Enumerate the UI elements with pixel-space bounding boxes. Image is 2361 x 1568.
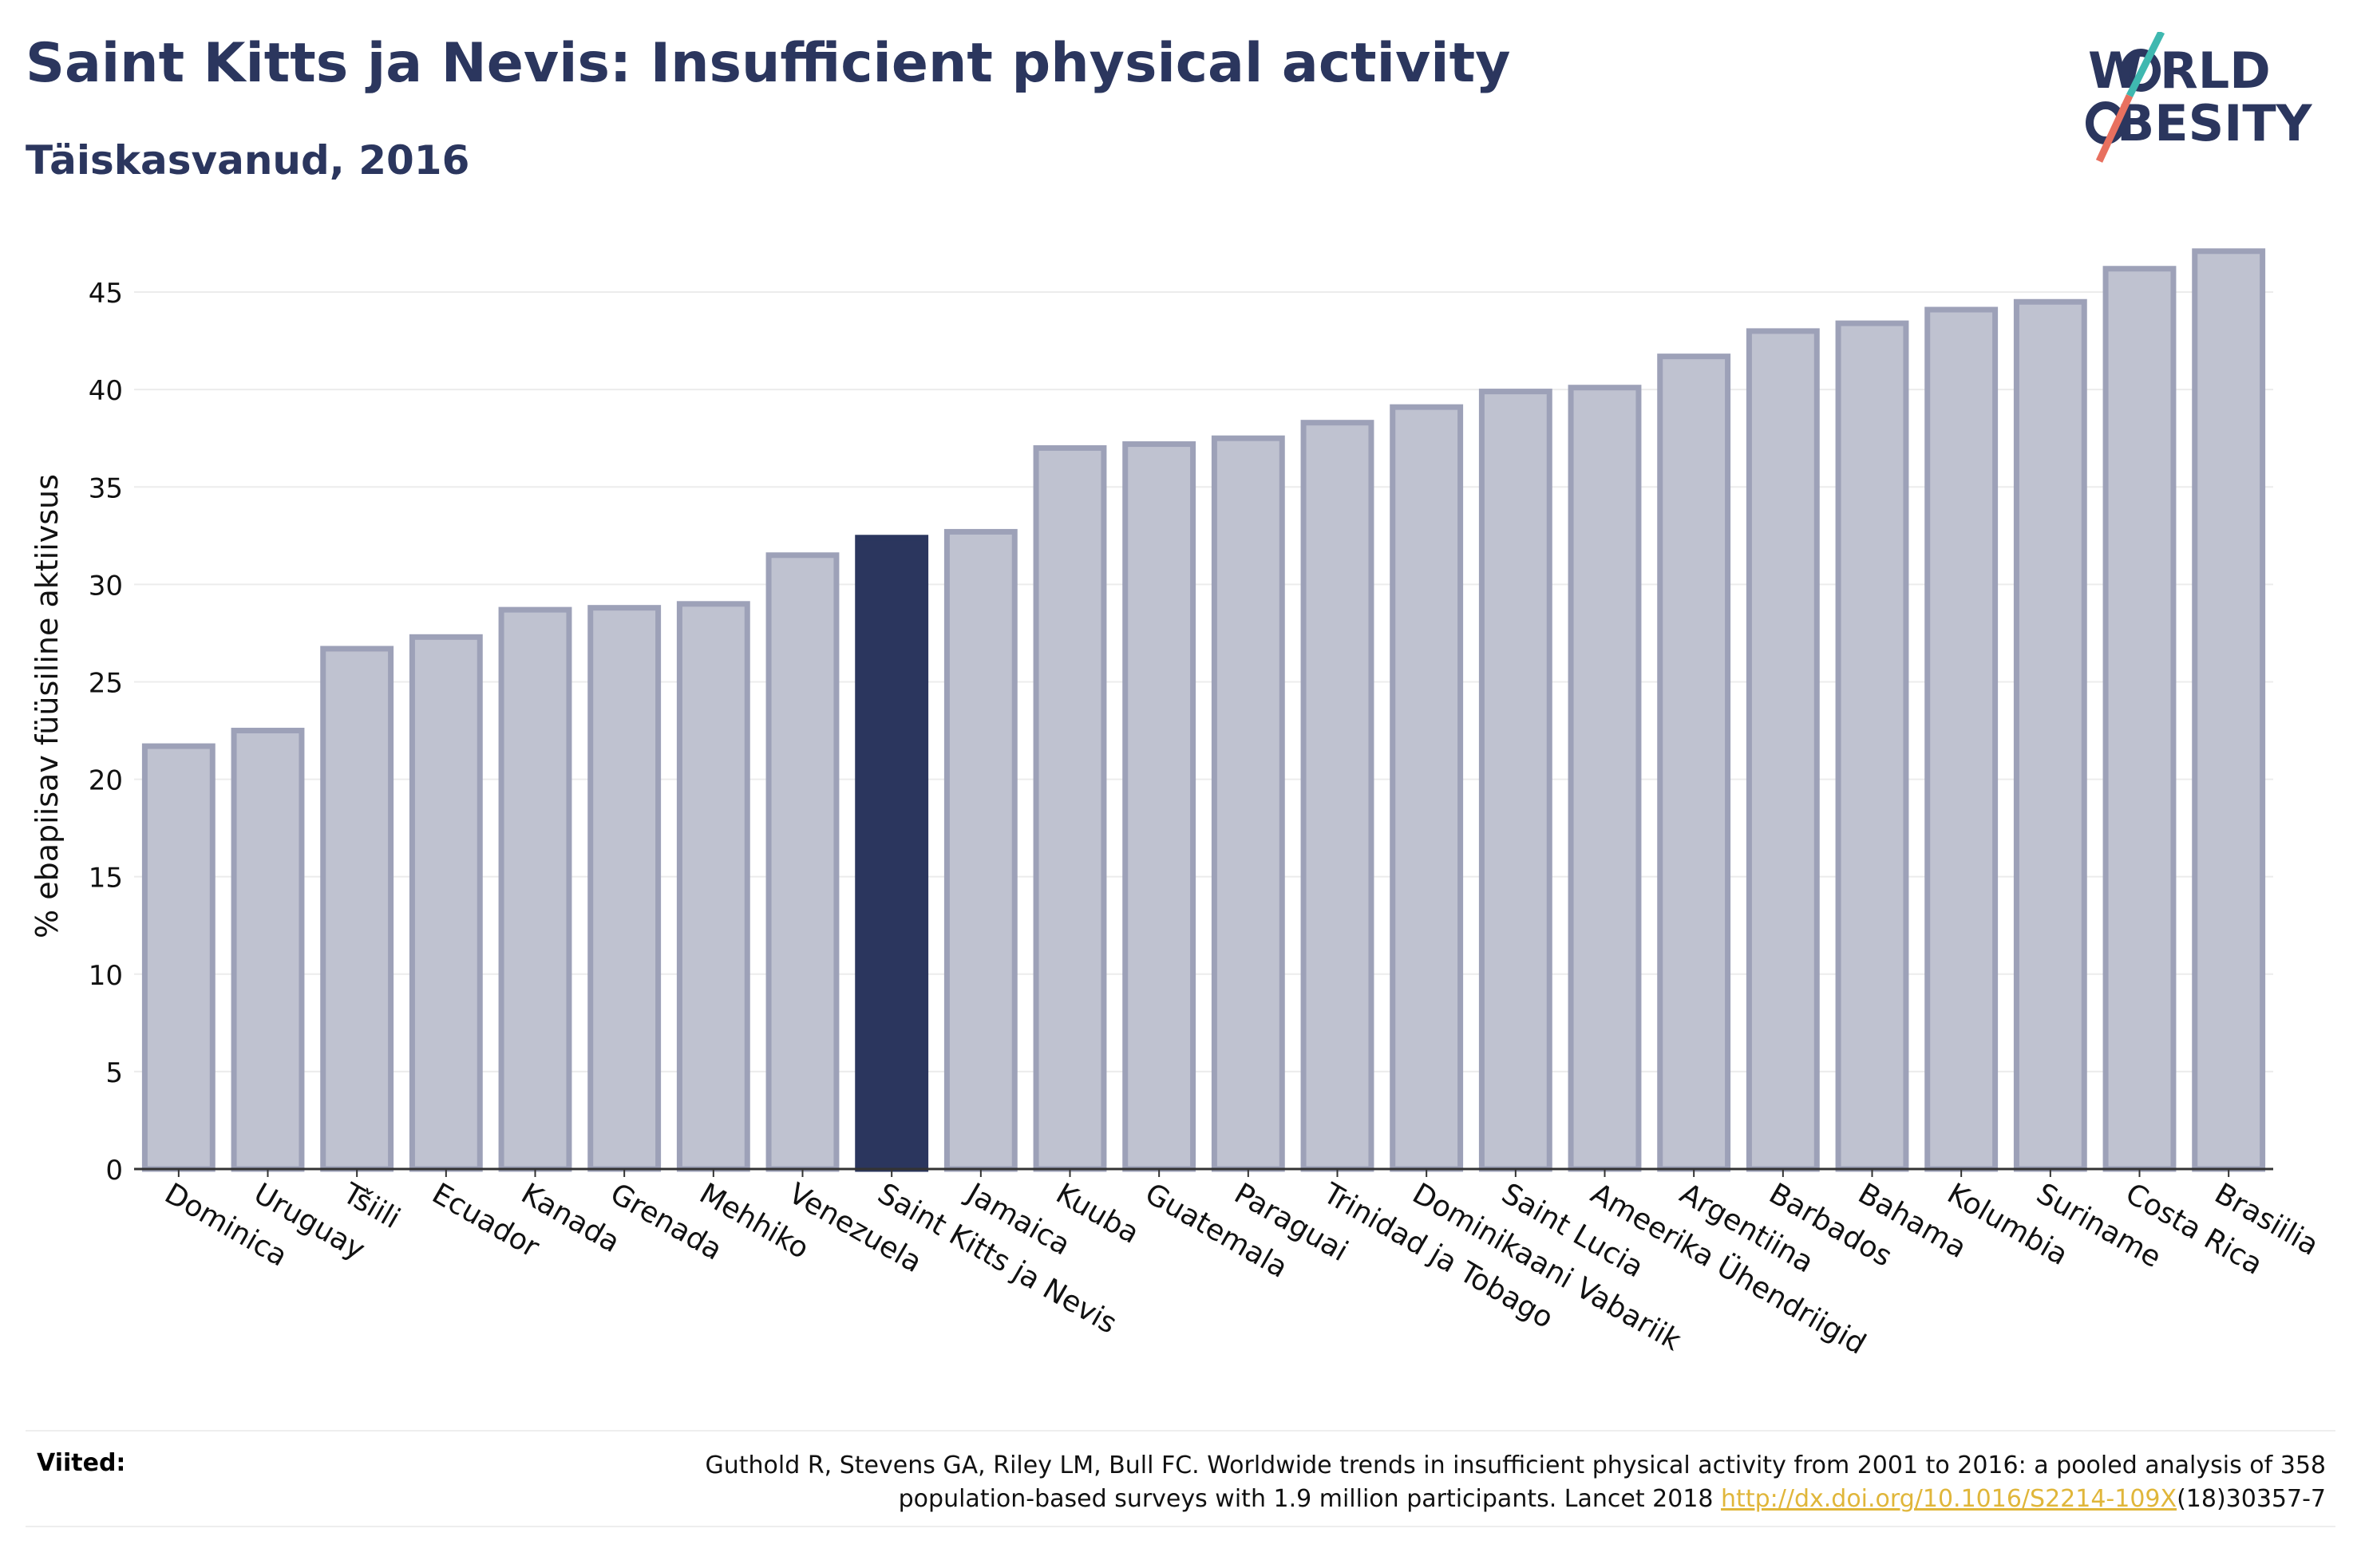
bar: [1657, 353, 1731, 1172]
logo-line2: BESITY: [2117, 94, 2313, 152]
reference-line2-end: (18)30357-7: [2177, 1485, 2326, 1513]
y-tick-label: 10: [89, 960, 123, 992]
bar: [587, 605, 662, 1172]
logo-line1: W RLD: [2088, 41, 2271, 100]
y-tick-label: 35: [89, 472, 123, 504]
world-obesity-logo: W RLD BESITY: [2086, 32, 2313, 163]
y-tick-label: 20: [89, 765, 123, 797]
bar-chart: 0 5 10 15 20 25 30 35 40 45 DominicaUruguayTšiili…: [30, 248, 2323, 1361]
y-tick-label: 5: [105, 1057, 123, 1089]
y-axis-ticks: 0 5 10 15 20 25 30 35 40 45: [89, 278, 123, 1187]
bar: [1300, 420, 1374, 1172]
y-tick-label: 30: [89, 570, 123, 602]
bar: [1211, 435, 1285, 1172]
reference-line1: Guthold R, Stevens GA, Riley LM, Bull FC…: [705, 1451, 2326, 1479]
bar-highlighted: [855, 535, 929, 1172]
bars: [141, 248, 2266, 1172]
bar: [2013, 298, 2087, 1172]
bar: [409, 634, 483, 1172]
bar: [1568, 385, 1642, 1172]
bar: [2102, 266, 2177, 1172]
references-label: Viited:: [37, 1449, 126, 1477]
footer-divider-bottom: [26, 1526, 2335, 1527]
y-axis-label: % ebapiisav füüsiline aktiivsus: [30, 474, 65, 938]
page-subtitle: Täiskasvanud, 2016: [26, 137, 470, 184]
bar: [1478, 389, 1552, 1172]
y-tick-label: 15: [89, 863, 123, 895]
bar: [498, 606, 572, 1172]
bar: [2192, 248, 2266, 1172]
y-tick-label: 0: [105, 1155, 123, 1187]
bar: [765, 552, 840, 1172]
bar: [141, 743, 216, 1172]
bar: [1390, 404, 1464, 1172]
bar: [1122, 441, 1196, 1172]
bar: [320, 646, 394, 1172]
y-tick-label: 40: [89, 375, 123, 407]
bar: [676, 601, 750, 1172]
y-tick-label: 25: [89, 667, 123, 699]
bar: [1835, 320, 1909, 1172]
reference-doi-link[interactable]: http://dx.doi.org/10.1016/S2214-109X: [1721, 1485, 2177, 1513]
references-text: Guthold R, Stevens GA, Riley LM, Bull FC…: [330, 1449, 2326, 1516]
bar: [1924, 306, 1999, 1172]
bar: [1746, 328, 1820, 1172]
reference-line2: population-based surveys with 1.9 millio…: [898, 1485, 1722, 1513]
page-title: Saint Kitts ja Nevis: Insufficient physi…: [26, 32, 1511, 95]
y-tick-label: 45: [89, 278, 123, 310]
bar: [231, 728, 305, 1172]
bar: [943, 528, 1018, 1172]
bar: [1033, 444, 1107, 1172]
footer-divider-top: [26, 1430, 2335, 1432]
